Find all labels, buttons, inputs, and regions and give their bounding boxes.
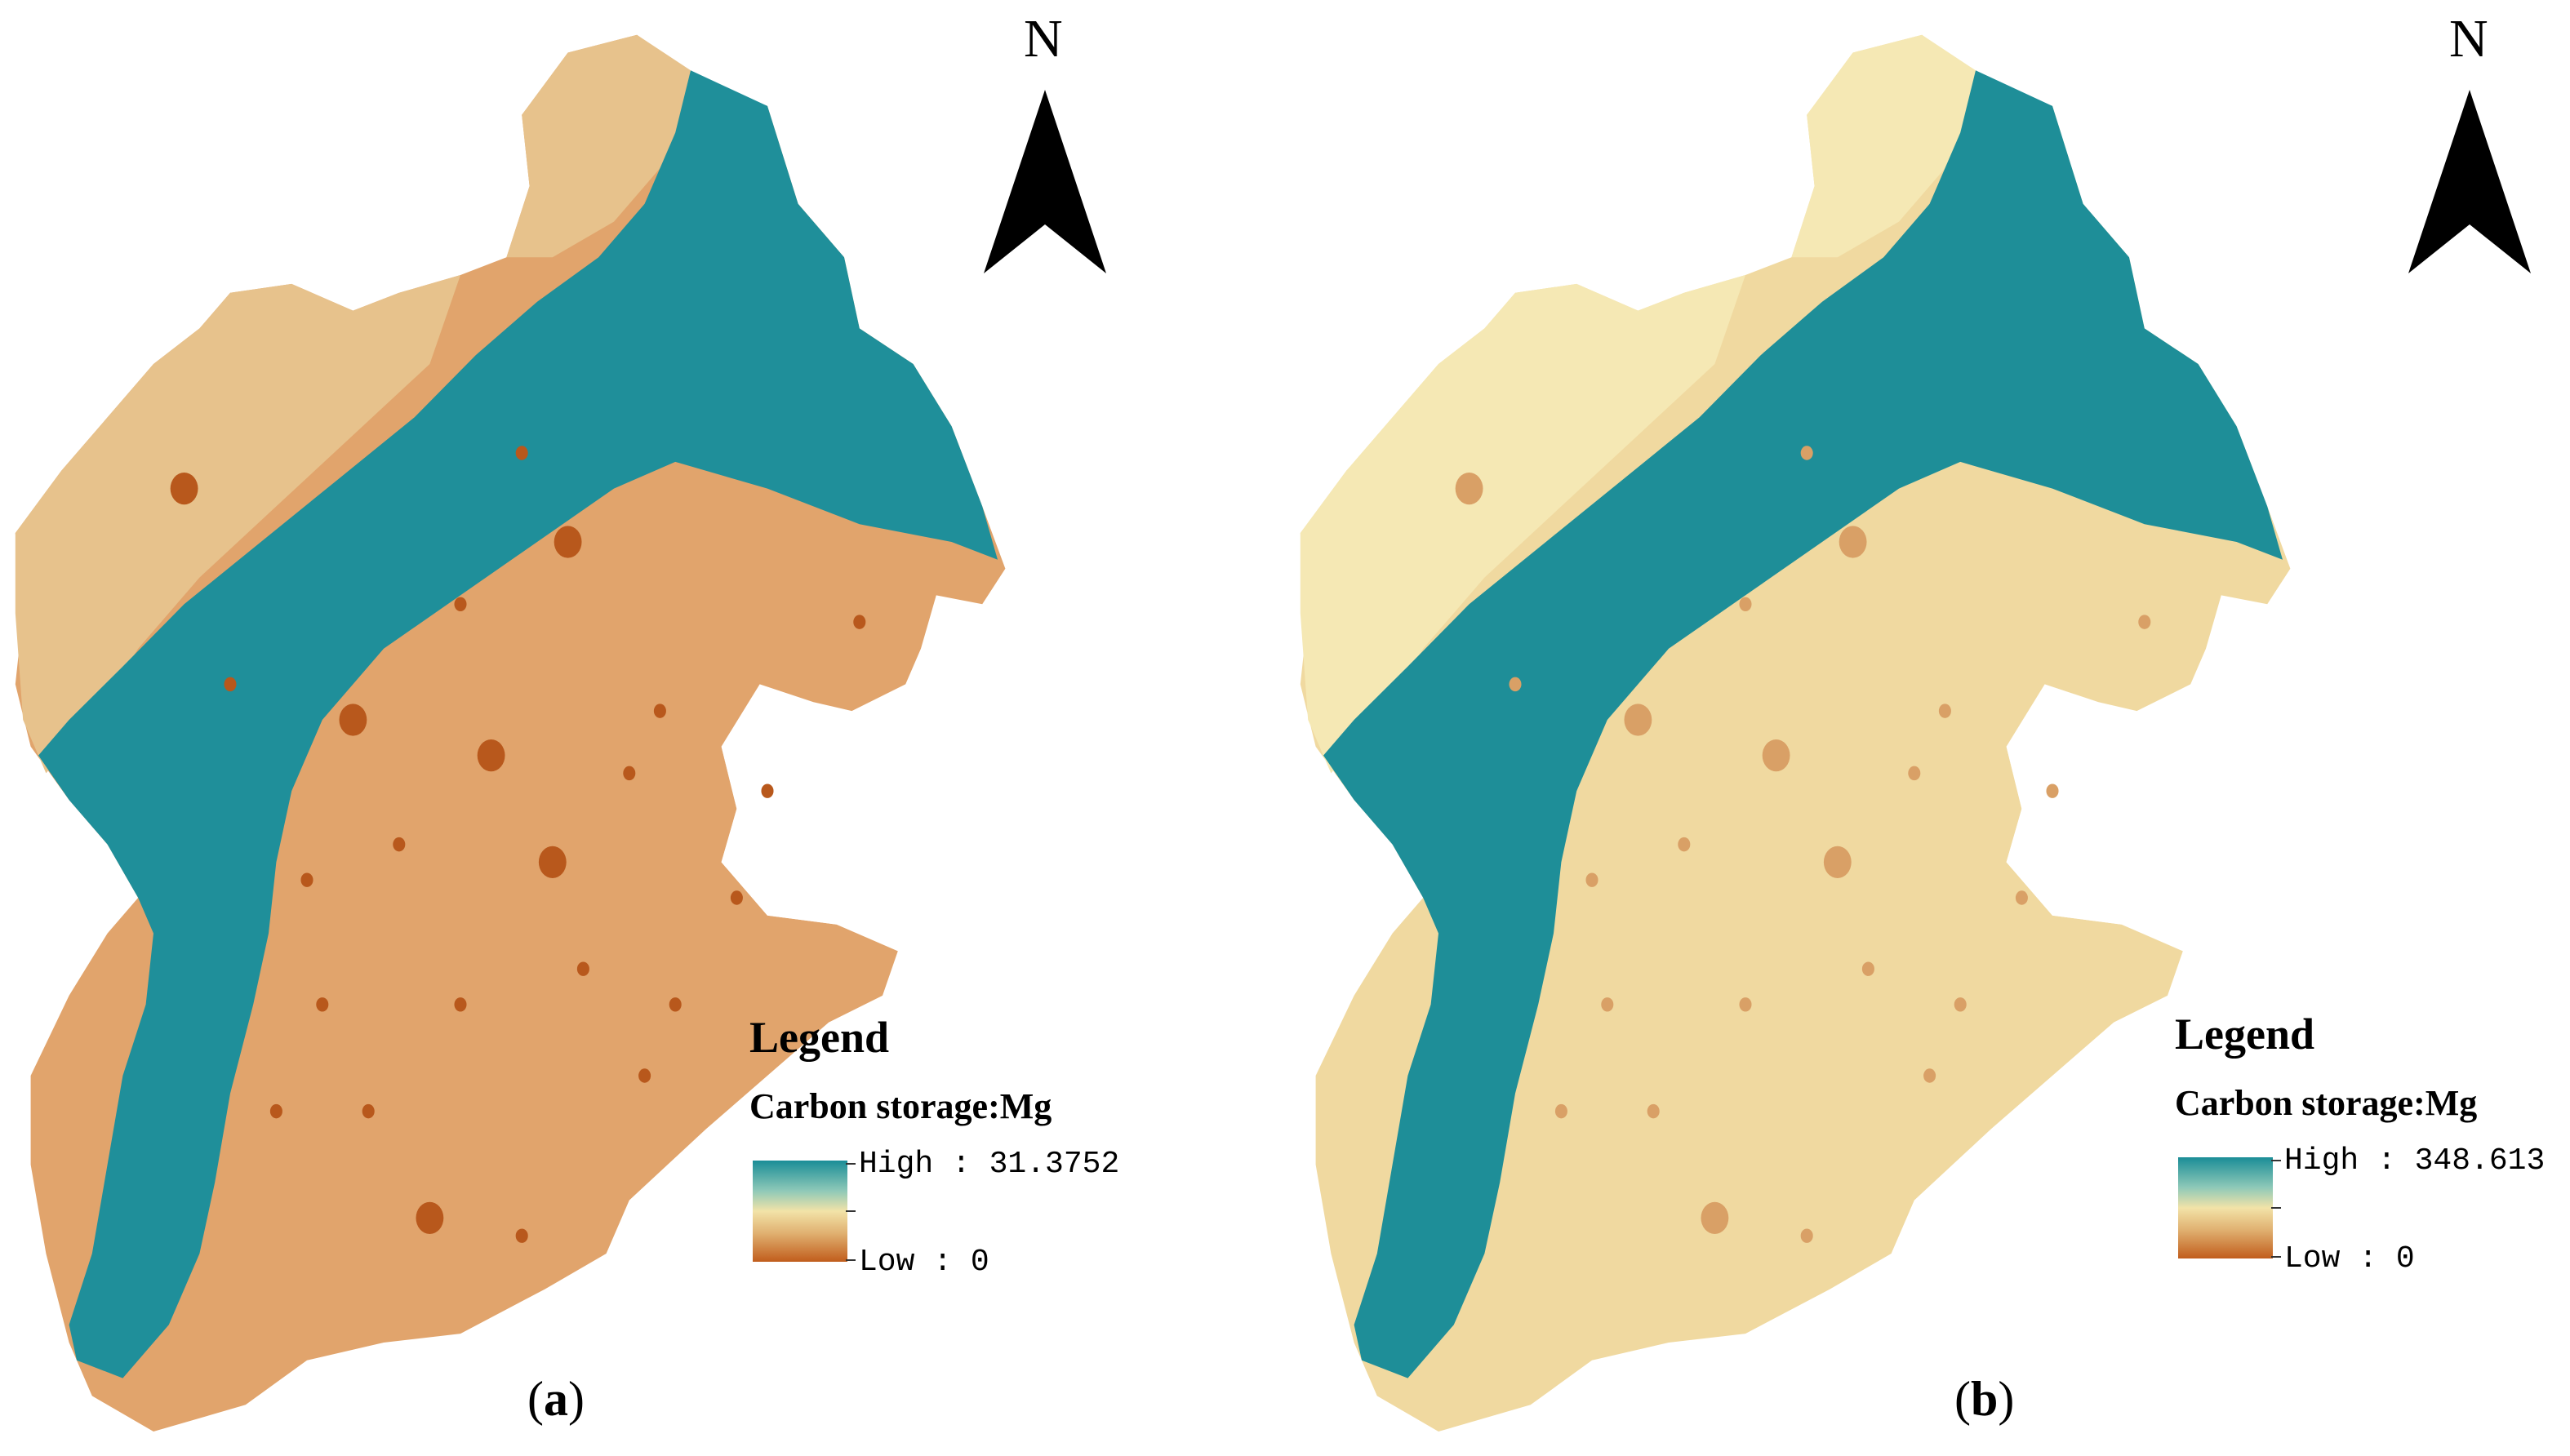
legend-subtitle: Carbon storage:Mg [749, 1086, 1052, 1126]
urban-patch [761, 783, 774, 798]
urban-patch [669, 997, 682, 1012]
north-arrow-icon [984, 90, 1106, 273]
urban-patch [1739, 997, 1752, 1012]
northern-upland-zone [1300, 34, 1976, 774]
urban-patch [2015, 890, 2028, 905]
legend-tick-high [2271, 1160, 2281, 1161]
urban-patch [170, 472, 198, 505]
urban-patch [515, 1228, 528, 1243]
urban-patch [1678, 837, 1691, 852]
urban-patch [416, 1201, 444, 1235]
legend-tick-low [2271, 1256, 2281, 1258]
legend-title: Legend [2175, 1010, 2315, 1059]
legend-high-label: High : 31.3752 [859, 1147, 1120, 1182]
urban-patch [853, 615, 866, 629]
urban-patch [1509, 677, 1522, 692]
urban-patch [2046, 783, 2059, 798]
urban-patch [1800, 1228, 1813, 1243]
urban-patch [1823, 846, 1852, 879]
urban-patch [1800, 446, 1813, 460]
urban-patch [339, 704, 367, 736]
legend-tick-mid [846, 1210, 856, 1212]
forest-belt-zone [1323, 70, 2283, 1378]
urban-patch [1861, 961, 1874, 976]
north-arrow-icon [2408, 90, 2531, 273]
urban-patch [576, 961, 589, 976]
legend-high-label: High : 348.613 [2284, 1143, 2546, 1179]
urban-patch [1701, 1201, 1729, 1235]
legend-low-label: Low : 0 [2284, 1241, 2415, 1276]
panel-caption: (a) [527, 1372, 585, 1426]
legend-low-label: Low : 0 [859, 1245, 989, 1280]
urban-patch [1739, 597, 1752, 612]
urban-patch [653, 704, 666, 718]
urban-patch [515, 446, 528, 460]
panel-letter: b [1970, 1372, 1999, 1426]
north-label: N [1024, 9, 1063, 69]
legend-tick-high [846, 1163, 856, 1165]
legend-color-ramp [753, 1161, 847, 1262]
map-panel-a: N Legend Carbon storage:Mg High : 31.375… [15, 9, 1120, 1432]
legend-subtitle: Carbon storage:Mg [2175, 1083, 2478, 1123]
urban-patch [538, 846, 567, 879]
urban-patch [1624, 704, 1652, 736]
urban-patch [1455, 472, 1483, 505]
panel-letter: a [543, 1372, 568, 1426]
north-label: N [2449, 9, 2488, 69]
urban-patch [1554, 1103, 1567, 1119]
urban-patch [1601, 997, 1614, 1012]
panel-caption: (b) [1954, 1372, 2015, 1426]
urban-patch [1938, 704, 1951, 718]
legend-color-ramp [2178, 1157, 2273, 1258]
carbon-storage-map-b [1300, 34, 2291, 1432]
urban-patch [1923, 1068, 1936, 1083]
urban-patch [1954, 997, 1967, 1012]
urban-patch [362, 1103, 375, 1119]
urban-patch [316, 997, 329, 1012]
coast-shoal [721, 746, 837, 925]
urban-patch [1762, 739, 1790, 772]
forest-belt-zone [38, 70, 998, 1378]
legend-tick-mid [2271, 1207, 2281, 1209]
urban-patch [454, 597, 467, 612]
map-panel-b: N Legend Carbon storage:Mg High : 348.61… [1285, 0, 2570, 1456]
urban-patch [554, 526, 582, 558]
urban-patch [393, 837, 406, 852]
legend-tick-low [846, 1259, 856, 1261]
urban-patch [300, 872, 313, 887]
urban-patch [1908, 766, 1921, 781]
urban-patch [1647, 1103, 1660, 1119]
urban-patch [638, 1068, 651, 1083]
urban-patch [477, 739, 505, 772]
urban-patch [2138, 615, 2151, 629]
coast-shoal [2006, 746, 2122, 925]
urban-patch [269, 1103, 282, 1119]
northern-upland-zone [15, 34, 691, 774]
urban-patch [1585, 872, 1598, 887]
urban-patch [730, 890, 743, 905]
legend-title: Legend [749, 1013, 890, 1062]
urban-patch [623, 766, 636, 781]
carbon-storage-map-a [15, 34, 1006, 1432]
urban-patch [224, 677, 237, 692]
urban-patch [1839, 526, 1867, 558]
urban-patch [454, 997, 467, 1012]
